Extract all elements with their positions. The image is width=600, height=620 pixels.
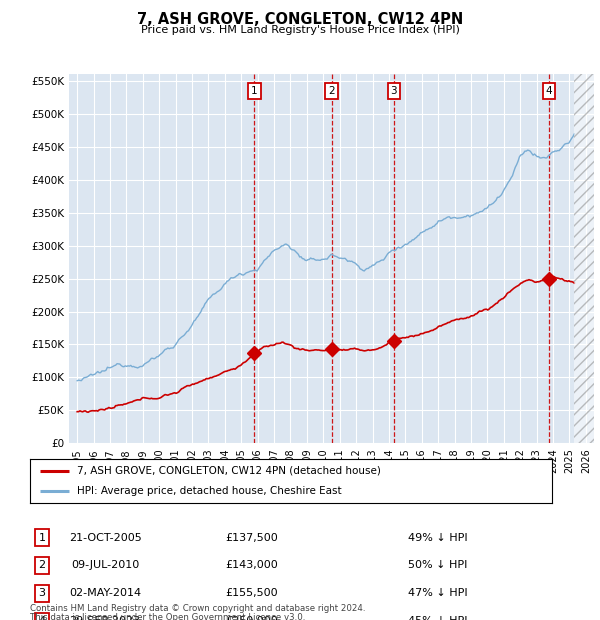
Text: 1: 1 — [38, 533, 46, 542]
Bar — [574, 74, 594, 443]
Text: 7, ASH GROVE, CONGLETON, CW12 4PN (detached house): 7, ASH GROVE, CONGLETON, CW12 4PN (detac… — [77, 466, 381, 476]
Text: 02-MAY-2014: 02-MAY-2014 — [69, 588, 141, 598]
Text: 3: 3 — [38, 588, 46, 598]
Text: £137,500: £137,500 — [226, 533, 278, 542]
Text: 21-OCT-2005: 21-OCT-2005 — [68, 533, 142, 542]
Text: 47% ↓ HPI: 47% ↓ HPI — [408, 588, 467, 598]
Text: 09-JUL-2010: 09-JUL-2010 — [71, 560, 139, 570]
Text: £143,000: £143,000 — [226, 560, 278, 570]
Text: £155,500: £155,500 — [226, 588, 278, 598]
Text: 2: 2 — [328, 86, 335, 96]
Text: Contains HM Land Registry data © Crown copyright and database right 2024.: Contains HM Land Registry data © Crown c… — [30, 604, 365, 613]
Text: 29-SEP-2023: 29-SEP-2023 — [70, 616, 140, 620]
Text: 50% ↓ HPI: 50% ↓ HPI — [408, 560, 467, 570]
Text: 4: 4 — [545, 86, 552, 96]
Text: 3: 3 — [391, 86, 397, 96]
Text: 7, ASH GROVE, CONGLETON, CW12 4PN: 7, ASH GROVE, CONGLETON, CW12 4PN — [137, 12, 463, 27]
Text: 45% ↓ HPI: 45% ↓ HPI — [408, 616, 467, 620]
Text: This data is licensed under the Open Government Licence v3.0.: This data is licensed under the Open Gov… — [30, 613, 305, 620]
Bar — [574, 74, 594, 443]
Text: £250,000: £250,000 — [226, 616, 278, 620]
Text: 1: 1 — [251, 86, 258, 96]
Text: 4: 4 — [38, 616, 46, 620]
Text: 49% ↓ HPI: 49% ↓ HPI — [408, 533, 467, 542]
Text: Price paid vs. HM Land Registry's House Price Index (HPI): Price paid vs. HM Land Registry's House … — [140, 25, 460, 35]
Text: HPI: Average price, detached house, Cheshire East: HPI: Average price, detached house, Ches… — [77, 486, 341, 497]
Text: 2: 2 — [38, 560, 46, 570]
